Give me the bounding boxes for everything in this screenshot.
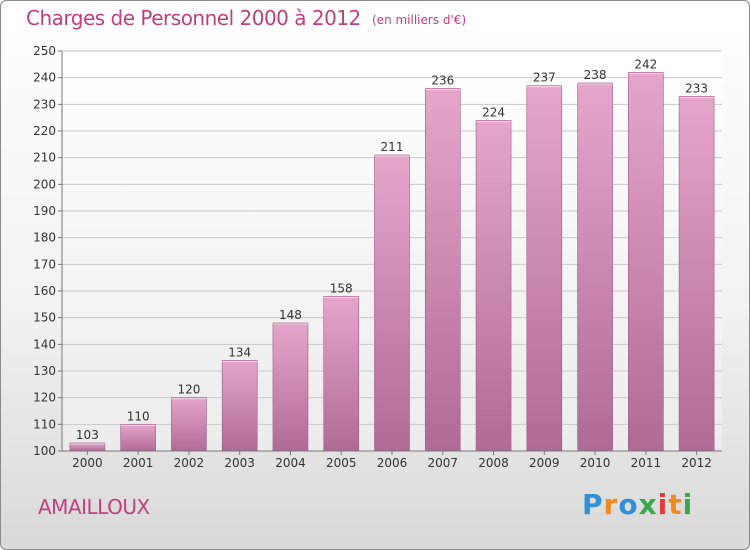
x-tick-label: 2009	[529, 456, 560, 470]
y-tick-label: 110	[33, 417, 56, 431]
data-label: 120	[177, 383, 200, 397]
data-label: 148	[279, 308, 302, 322]
data-label: 242	[634, 57, 657, 71]
y-tick-label: 140	[33, 337, 56, 351]
bar-2004	[272, 322, 309, 452]
data-label: 233	[685, 81, 708, 95]
y-tick-label: 250	[33, 44, 56, 58]
data-label: 103	[76, 428, 99, 442]
bar-2002	[171, 397, 207, 452]
bar-2008	[475, 120, 512, 452]
x-tick-label: 2000	[72, 456, 103, 470]
y-tick-label: 190	[33, 204, 56, 218]
data-label: 224	[482, 105, 505, 119]
y-tick-label: 200	[33, 177, 56, 191]
town-name: AMAILLOUX	[38, 495, 150, 519]
proxiti-logo: Proxiti	[582, 488, 694, 521]
y-tick-label: 120	[33, 391, 56, 405]
data-label: 238	[584, 68, 607, 82]
x-tick-label: 2001	[123, 456, 154, 470]
y-tick-label: 100	[33, 444, 56, 458]
bar-2011	[628, 72, 664, 452]
x-tick-label: 2006	[377, 456, 408, 470]
y-tick-label: 170	[33, 257, 56, 271]
y-tick-label: 150	[33, 311, 56, 325]
y-tick-label: 240	[33, 71, 56, 85]
y-tick-label: 160	[33, 284, 56, 298]
x-tick-label: 2010	[580, 456, 611, 470]
y-tick-label: 130	[33, 364, 56, 378]
data-label: 211	[381, 140, 404, 154]
bar-2001	[120, 424, 156, 452]
x-tick-label: 2012	[681, 456, 712, 470]
y-tick-label: 180	[33, 231, 56, 245]
data-label: 236	[431, 73, 454, 87]
y-tick-label: 220	[33, 124, 56, 138]
y-tick-label: 210	[33, 151, 56, 165]
y-tick-label: 230	[33, 97, 56, 111]
data-label: 158	[330, 281, 353, 295]
data-label: 237	[533, 71, 556, 85]
x-tick-label: 2003	[224, 456, 255, 470]
data-label: 110	[127, 409, 150, 423]
bar-2009	[526, 85, 563, 452]
x-tick-label: 2004	[275, 456, 306, 470]
x-tick-label: 2002	[174, 456, 205, 470]
chart-title: Charges de Personnel 2000 à 2012	[26, 6, 361, 30]
bar-2007	[424, 88, 461, 452]
chart-subtitle: (en milliers d'€)	[372, 13, 467, 27]
x-tick-label: 2007	[427, 456, 458, 470]
bar-2010	[577, 82, 613, 452]
bar-2006	[374, 154, 410, 452]
bar-2012	[678, 96, 715, 452]
x-tick-label: 2008	[478, 456, 509, 470]
x-tick-label: 2005	[326, 456, 357, 470]
bar-2005	[323, 296, 360, 452]
bar-2003	[221, 360, 258, 452]
x-tick-label: 2011	[631, 456, 662, 470]
data-label: 134	[228, 345, 251, 359]
